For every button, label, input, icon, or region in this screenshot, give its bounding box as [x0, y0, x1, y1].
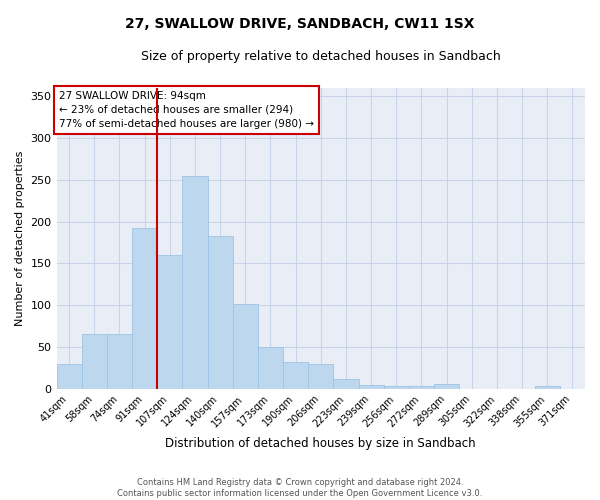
Bar: [434, 384, 459, 389]
Bar: [409, 386, 434, 389]
Bar: [208, 236, 233, 389]
X-axis label: Distribution of detached houses by size in Sandbach: Distribution of detached houses by size …: [166, 437, 476, 450]
Title: Size of property relative to detached houses in Sandbach: Size of property relative to detached ho…: [141, 50, 500, 63]
Text: 27 SWALLOW DRIVE: 94sqm
← 23% of detached houses are smaller (294)
77% of semi-d: 27 SWALLOW DRIVE: 94sqm ← 23% of detache…: [59, 91, 314, 129]
Bar: [157, 255, 182, 389]
Bar: [82, 334, 107, 389]
Bar: [383, 386, 409, 389]
Bar: [132, 228, 157, 389]
Y-axis label: Number of detached properties: Number of detached properties: [15, 150, 25, 326]
Bar: [233, 304, 258, 389]
Bar: [535, 386, 560, 389]
Bar: [334, 379, 359, 389]
Bar: [308, 364, 334, 389]
Text: 27, SWALLOW DRIVE, SANDBACH, CW11 1SX: 27, SWALLOW DRIVE, SANDBACH, CW11 1SX: [125, 18, 475, 32]
Bar: [258, 347, 283, 389]
Bar: [107, 334, 132, 389]
Bar: [359, 386, 383, 389]
Bar: [182, 176, 208, 389]
Text: Contains HM Land Registry data © Crown copyright and database right 2024.
Contai: Contains HM Land Registry data © Crown c…: [118, 478, 482, 498]
Bar: [283, 362, 308, 389]
Bar: [56, 364, 82, 389]
